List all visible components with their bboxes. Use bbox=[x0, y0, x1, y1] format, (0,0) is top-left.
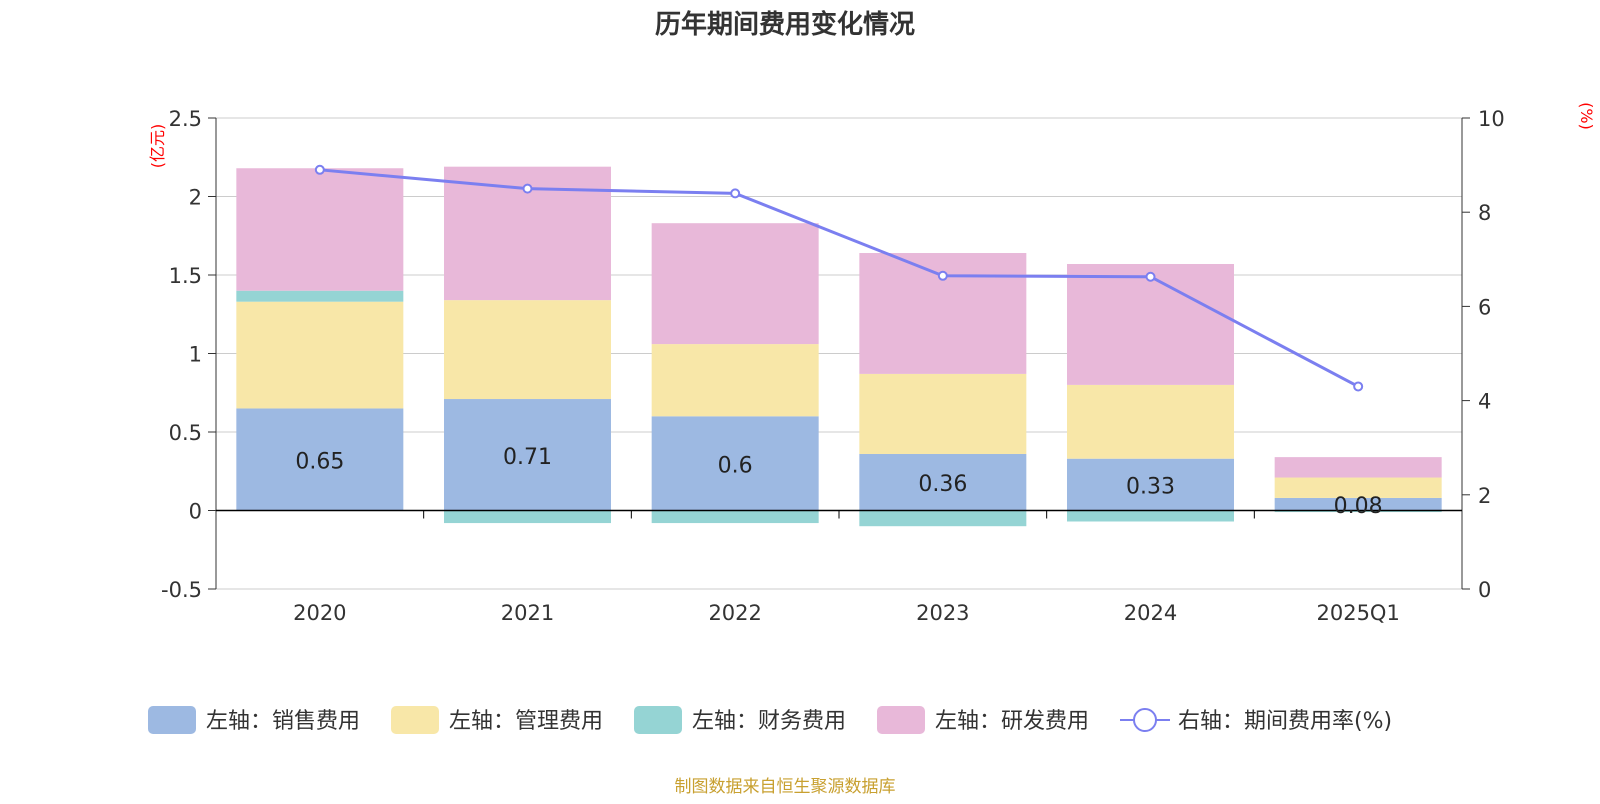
bar-segment bbox=[1067, 384, 1234, 459]
right-tick-label: 6 bbox=[1478, 295, 1491, 319]
bar-segment bbox=[651, 510, 819, 524]
left-tick-label: 0 bbox=[189, 500, 202, 524]
legend-marker bbox=[1133, 708, 1157, 732]
bar-segment bbox=[1274, 457, 1442, 478]
bar-segment bbox=[444, 300, 611, 400]
bars bbox=[236, 166, 1442, 527]
legend-swatch bbox=[148, 706, 196, 734]
legend-label: 左轴：研发费用 bbox=[935, 709, 1089, 734]
right-tick-label: 10 bbox=[1478, 107, 1505, 131]
left-axis-unit: (亿元) bbox=[148, 124, 167, 169]
rate-line bbox=[314, 164, 1364, 392]
bar-segment bbox=[1067, 264, 1234, 385]
x-tick-label: 2025Q1 bbox=[1316, 601, 1399, 625]
legend: 左轴：销售费用 左轴：管理费用 左轴：财务费用 左轴：研发费用 右轴：期间费用率(%) bbox=[148, 706, 1392, 734]
bar-segment bbox=[1067, 510, 1234, 522]
bar-value-label: 0.33 bbox=[1126, 475, 1175, 500]
bar-segment bbox=[651, 416, 819, 511]
rate-point bbox=[1353, 381, 1364, 392]
left-tick-label: 1 bbox=[189, 343, 202, 367]
bar-value-label: 0.71 bbox=[503, 445, 552, 470]
right-tick-label: 4 bbox=[1478, 390, 1491, 414]
bar-value-label: 0.65 bbox=[295, 449, 344, 474]
bar-segment bbox=[651, 223, 819, 345]
rate-point bbox=[730, 188, 741, 199]
legend-swatch bbox=[634, 706, 682, 734]
left-tick-label: 2.5 bbox=[169, 107, 202, 131]
bar-segment bbox=[859, 453, 1027, 511]
bar-segment bbox=[1274, 477, 1442, 498]
bar-segment bbox=[859, 510, 1027, 527]
bar-labels: 0.65 0.71 0.6 0.36 0.33 0.08 bbox=[295, 445, 1382, 519]
right-axis-unit: (%) bbox=[1577, 102, 1596, 130]
x-tick-label: 2023 bbox=[916, 601, 969, 625]
left-tick-label: 2 bbox=[189, 186, 202, 210]
rate-point bbox=[522, 183, 533, 194]
x-tick-label: 2021 bbox=[501, 601, 554, 625]
bar-segment bbox=[236, 301, 404, 409]
legend-swatch bbox=[877, 706, 925, 734]
rate-point bbox=[937, 270, 948, 281]
bar-segment bbox=[236, 290, 404, 302]
rate-line-path bbox=[319, 168, 1359, 388]
bar-segment bbox=[1274, 497, 1442, 511]
bar-segment bbox=[236, 168, 404, 291]
bar-value-label: 0.6 bbox=[718, 453, 753, 478]
bar-segment bbox=[651, 344, 819, 417]
left-tick-label: 0.5 bbox=[169, 421, 202, 445]
right-axis: 0 2 4 6 8 10 bbox=[1461, 107, 1505, 602]
x-axis: 2020 2021 2022 2023 2024 2025Q1 bbox=[293, 601, 1400, 625]
legend-label: 右轴：期间费用率(%) bbox=[1178, 709, 1392, 734]
grid-lines bbox=[216, 117, 1462, 590]
bar-segment bbox=[1067, 458, 1234, 511]
legend-label: 左轴：财务费用 bbox=[692, 709, 846, 734]
rate-point bbox=[314, 164, 325, 175]
bar-segment bbox=[236, 408, 404, 511]
bar-segment bbox=[1274, 510, 1442, 513]
bar-segment bbox=[444, 399, 611, 511]
left-tick-label: -0.5 bbox=[161, 578, 202, 602]
legend-label: 左轴：管理费用 bbox=[449, 709, 603, 734]
bar-value-label: 0.08 bbox=[1334, 494, 1383, 519]
rate-point bbox=[1145, 271, 1156, 282]
chart-title: 历年期间费用变化情况 bbox=[655, 9, 915, 40]
bar-segment bbox=[444, 510, 611, 524]
legend-swatch bbox=[391, 706, 439, 734]
zero-line bbox=[216, 509, 1462, 519]
x-tick-label: 2022 bbox=[708, 601, 761, 625]
x-tick-label: 2024 bbox=[1124, 601, 1177, 625]
right-tick-label: 2 bbox=[1478, 484, 1491, 508]
left-axis: -0.5 0 0.5 1 1.5 2 2.5 bbox=[161, 107, 217, 602]
source-note: 制图数据来自恒生聚源数据库 bbox=[675, 777, 896, 797]
right-tick-label: 8 bbox=[1478, 201, 1491, 225]
x-tick-label: 2020 bbox=[293, 601, 346, 625]
left-tick-label: 1.5 bbox=[169, 264, 202, 288]
legend-label: 左轴：销售费用 bbox=[206, 709, 360, 734]
right-tick-label: 0 bbox=[1478, 578, 1491, 602]
bar-segment bbox=[859, 373, 1027, 454]
bar-value-label: 0.36 bbox=[918, 472, 967, 497]
